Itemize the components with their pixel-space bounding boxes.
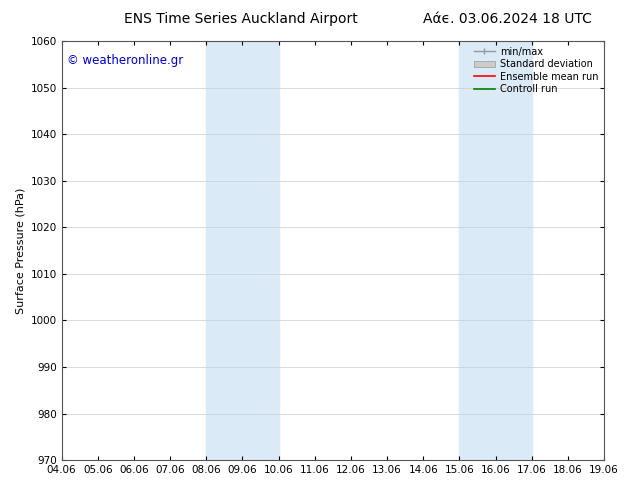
Bar [460, 41, 532, 460]
Bar [206, 41, 279, 460]
Text: © weatheronline.gr: © weatheronline.gr [67, 53, 183, 67]
Text: Αάϵ. 03.06.2024 18 UTC: Αάϵ. 03.06.2024 18 UTC [423, 12, 592, 26]
Legend: min/max, Standard deviation, Ensemble mean run, Controll run: min/max, Standard deviation, Ensemble me… [470, 43, 602, 98]
Y-axis label: Surface Pressure (hPa): Surface Pressure (hPa) [15, 187, 25, 314]
Text: ENS Time Series Auckland Airport: ENS Time Series Auckland Airport [124, 12, 358, 26]
